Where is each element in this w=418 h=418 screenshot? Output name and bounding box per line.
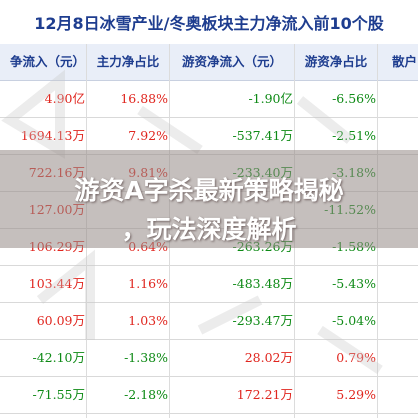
table-row: -71.55万 -2.18% 172.21万 5.29% — [0, 377, 418, 414]
table-header-row: 争流入（元） 主力净占比 游资净流入（元） 游资净占比 散户 — [0, 44, 418, 81]
cell-hot-ratio: -6.56% — [332, 91, 376, 106]
column-header-main-ratio: 主力净占比 — [96, 54, 160, 69]
cell-net-inflow: 60.09万 — [36, 313, 85, 328]
cell-hot-ratio: 5.29% — [336, 387, 376, 402]
table-title: 12月8日冰雪产业/冬奥板块主力净流入前10个股 — [0, 0, 418, 44]
column-header-net-inflow: 争流入（元） — [9, 54, 85, 69]
cell-net-inflow: -71.55万 — [32, 387, 85, 402]
table-row: 103.44万 1.16% -483.48万 -5.43% — [0, 266, 418, 303]
banner-subheadline: ，玩法深度解析 — [121, 215, 297, 244]
cell-net-inflow: 103.44万 — [28, 276, 85, 291]
column-header-retail: 散户 — [391, 54, 417, 69]
banner-headline: 游资A字杀最新策略揭秘 — [74, 176, 344, 205]
table-row: 4.90亿 16.88% -1.90亿 -6.56% — [0, 81, 418, 118]
cell-hot-ratio: -2.51% — [332, 128, 376, 143]
overlay-banner — [0, 150, 418, 248]
cell-hot-inflow: 172.21万 — [236, 387, 293, 402]
cell-main-ratio: 1.16% — [128, 276, 168, 291]
cell-net-inflow: 4.90亿 — [44, 91, 85, 106]
cell-hot-inflow: -537.41万 — [232, 128, 293, 143]
cell-main-ratio: 7.92% — [128, 128, 168, 143]
cell-hot-inflow: -483.48万 — [232, 276, 293, 291]
column-header-hot-inflow: 游资净流入（元） — [181, 54, 282, 69]
cell-hot-ratio: -5.04% — [332, 313, 376, 328]
column-header-hot-ratio: 游资净占比 — [304, 54, 368, 69]
cell-hot-inflow: 28.02万 — [244, 350, 293, 365]
cell-hot-ratio: -5.43% — [332, 276, 376, 291]
cell-hot-inflow: -1.90亿 — [248, 91, 293, 106]
cell-main-ratio: 16.88% — [120, 91, 168, 106]
cell-net-inflow: -42.10万 — [32, 350, 85, 365]
table-row: 60.09万 1.03% -293.47万 -5.04% — [0, 303, 418, 340]
cell-main-ratio: 1.03% — [128, 313, 168, 328]
cell-hot-inflow: -293.47万 — [232, 313, 293, 328]
cell-main-ratio: -1.38% — [124, 350, 168, 365]
cell-main-ratio: -2.18% — [124, 387, 168, 402]
table-row: -42.10万 -1.38% 28.02万 0.79% — [0, 340, 418, 377]
cell-net-inflow: 1694.13万 — [20, 128, 85, 143]
cell-hot-ratio: 0.79% — [336, 350, 376, 365]
